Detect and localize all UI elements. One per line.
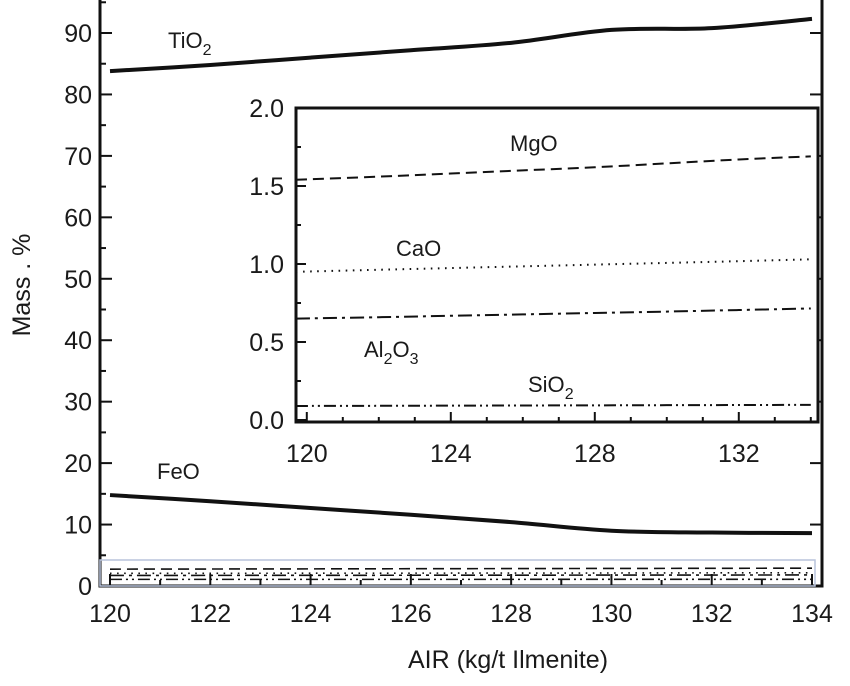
series-line-mgo: [109, 567, 813, 570]
series-label-subscript: 2: [384, 351, 393, 368]
series-label-subscript-2: 3: [410, 351, 419, 368]
y-tick-label: 60: [64, 204, 92, 232]
y-tick-label: 10: [64, 512, 92, 540]
series-label-subscript: 2: [203, 42, 212, 59]
y-tick-label: 20: [64, 450, 92, 478]
y-tick-label: 50: [64, 266, 92, 294]
zoom-region-box: [99, 559, 816, 587]
series-label-main: MgO: [510, 131, 558, 156]
inset-y-tick-label: 1.0: [249, 251, 284, 279]
inset-series-line-sio2: [295, 403, 811, 407]
y-tick-label: 0: [78, 573, 92, 601]
inset-series-line-mgo: [295, 155, 811, 181]
inset-series-line-al2o3: [295, 307, 811, 320]
inset-y-tick-label: 0.0: [249, 407, 284, 435]
series-label-tio2: TiO2: [168, 28, 212, 59]
series-label-main: TiO: [168, 28, 203, 53]
y-tick-label: 40: [64, 327, 92, 355]
series-label-subscript: 2: [565, 386, 574, 403]
x-tick-label: 122: [189, 600, 231, 628]
x-tick-label: 130: [591, 600, 633, 628]
series-label-main: CaO: [396, 236, 441, 261]
series-label-cao: CaO: [396, 236, 441, 261]
y-tick-label: 70: [64, 143, 92, 171]
series-label-sio2: SiO2: [528, 372, 574, 403]
series-label-main-2: O: [392, 337, 409, 362]
main-plot: 0 10 20 30 40 50 60 70 80 90 120 122 124 126 128 130 132…: [8, 0, 833, 674]
inset-y-tick-label: 0.5: [249, 329, 284, 357]
x-tick-label: 132: [691, 600, 733, 628]
inset-x-tick-label: 128: [574, 440, 616, 468]
x-axis-title: AIR (kg/t Ilmenite): [408, 646, 608, 674]
y-tick-label: 90: [64, 20, 92, 48]
inset-plot-frame: [294, 106, 820, 424]
x-tick-label: 120: [89, 600, 131, 628]
inset-y-tick-label: 1.5: [249, 173, 284, 201]
x-tick-label: 128: [490, 600, 532, 628]
x-tick-label: 134: [791, 600, 833, 628]
series-label-main: SiO: [528, 372, 565, 397]
inset-x-tick-label: 124: [430, 440, 472, 468]
inset-x-tick-label: 132: [718, 440, 760, 468]
series-label-mgo: MgO: [510, 131, 558, 156]
y-axis-title: Mass . %: [8, 234, 36, 337]
series-line-cao: [109, 571, 813, 575]
y-tick-label: 80: [64, 81, 92, 109]
series-label-main: FeO: [157, 459, 200, 484]
series-line-feo: [109, 493, 813, 536]
inset-y-tick-label: 2.0: [249, 95, 284, 123]
inset-x-tick-label: 120: [286, 440, 328, 468]
x-tick-label: 124: [290, 600, 332, 628]
x-tick-label: 126: [390, 600, 432, 628]
series-line-tio2: [109, 16, 813, 74]
y-tick-label: 30: [64, 389, 92, 417]
series-label-al2o3: Al2O3: [364, 337, 419, 368]
series-label-feo: FeO: [157, 459, 200, 484]
series-label-main: Al: [364, 337, 384, 362]
